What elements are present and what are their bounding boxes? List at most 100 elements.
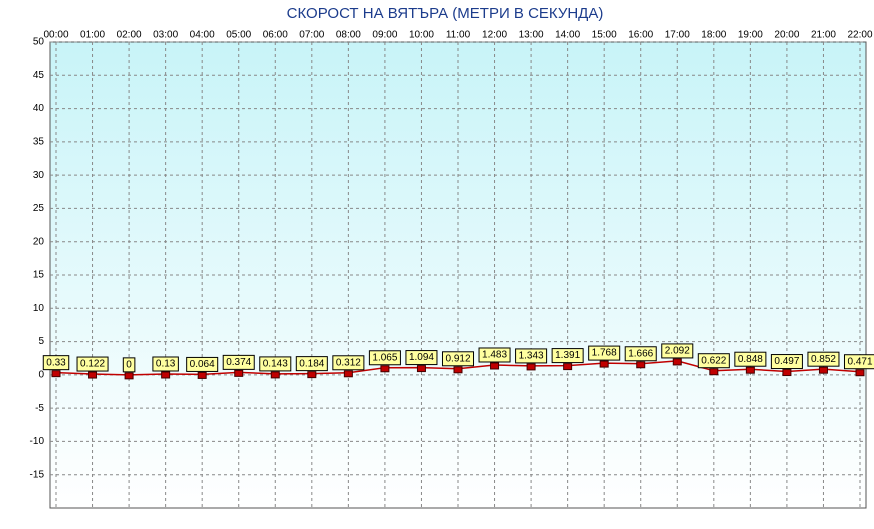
y-tick-label: 45 — [33, 70, 45, 81]
data-label: 0.312 — [336, 357, 361, 368]
data-label: 0.122 — [80, 359, 105, 370]
data-label-box — [441, 351, 475, 367]
data-label: 0.143 — [263, 359, 288, 370]
data-label-box — [588, 345, 621, 361]
point-marker — [782, 369, 792, 377]
data-label: 0.497 — [774, 356, 799, 367]
x-tick-label: 17:00 — [665, 30, 690, 41]
x-tick-label: 07:00 — [299, 30, 324, 41]
y-tick-label: 50 — [33, 37, 45, 48]
point-marker — [526, 363, 536, 371]
data-label-box — [76, 356, 109, 372]
point-marker — [709, 368, 719, 376]
y-tick-label: 0 — [38, 369, 44, 380]
data-label: 0.471 — [847, 356, 872, 367]
data-label-box — [770, 354, 803, 370]
data-label: 1.343 — [519, 351, 544, 362]
x-tick-label: 05:00 — [226, 30, 251, 41]
x-tick-label: 13:00 — [519, 30, 544, 41]
point-marker — [343, 370, 353, 378]
x-tick-label: 01:00 — [80, 30, 105, 41]
x-tick-label: 09:00 — [372, 30, 397, 41]
data-label: 1.391 — [555, 350, 580, 361]
point-marker — [636, 361, 646, 369]
x-tick-label: 03:00 — [153, 30, 178, 41]
data-label-box — [661, 343, 694, 359]
x-tick-label: 16:00 — [628, 30, 653, 41]
point-marker — [453, 366, 463, 374]
y-tick-label: 40 — [33, 103, 45, 114]
data-label-box — [186, 356, 219, 372]
data-label: 0.064 — [190, 359, 215, 370]
data-label: 0.13 — [156, 359, 176, 370]
data-label-box — [807, 351, 840, 367]
x-tick-label: 10:00 — [409, 30, 434, 41]
data-label-box — [152, 356, 179, 372]
y-tick-label: 10 — [33, 303, 45, 314]
y-tick-label: -5 — [35, 403, 44, 414]
point-marker — [197, 371, 207, 379]
point-marker — [855, 369, 865, 377]
x-tick-label: 12:00 — [482, 30, 507, 41]
data-label-box — [42, 355, 70, 371]
point-marker — [818, 366, 828, 374]
y-tick-label: 20 — [33, 236, 45, 247]
x-tick-label: 21:00 — [811, 30, 836, 41]
data-label: 1.666 — [628, 348, 653, 359]
point-marker — [307, 371, 317, 379]
point-marker — [563, 363, 573, 371]
x-tick-label: 02:00 — [117, 30, 142, 41]
data-label: 0.848 — [738, 354, 763, 365]
point-marker — [380, 365, 390, 373]
point-marker — [270, 371, 280, 379]
data-label-box — [515, 348, 548, 364]
data-label-box — [843, 354, 874, 370]
x-tick-label: 06:00 — [263, 30, 288, 41]
x-tick-label: 04:00 — [190, 30, 215, 41]
data-label-box — [734, 351, 767, 367]
x-tick-label: 00:00 — [43, 30, 68, 41]
data-label-box — [368, 350, 401, 366]
data-label-box — [551, 348, 584, 364]
y-tick-label: 30 — [33, 170, 45, 181]
y-tick-label: 15 — [33, 270, 45, 281]
x-tick-label: 20:00 — [774, 30, 799, 41]
data-label: 2.092 — [665, 346, 690, 357]
data-label: 0.912 — [445, 353, 470, 364]
point-marker — [161, 371, 171, 379]
point-marker — [51, 370, 61, 378]
y-tick-label: -15 — [30, 469, 45, 480]
point-marker — [416, 365, 426, 373]
x-tick-label: 19:00 — [738, 30, 763, 41]
point-marker — [745, 366, 755, 374]
y-tick-label: 5 — [38, 336, 44, 347]
data-label: 0.852 — [811, 354, 836, 365]
data-label-box — [624, 346, 657, 362]
y-tick-label: 35 — [33, 136, 45, 147]
x-tick-label: 14:00 — [555, 30, 580, 41]
data-label: 0.374 — [226, 357, 251, 368]
data-label-box — [697, 353, 730, 369]
x-tick-label: 15:00 — [592, 30, 617, 41]
data-label: 0.184 — [299, 358, 324, 369]
point-marker — [490, 362, 500, 370]
point-marker — [124, 372, 134, 380]
data-label: 0.33 — [46, 357, 66, 368]
data-label: 1.065 — [372, 352, 397, 363]
data-label-box — [295, 356, 328, 372]
x-tick-label: 11:00 — [446, 30, 471, 41]
point-marker — [234, 369, 244, 377]
y-tick-label: 25 — [33, 203, 45, 214]
chart-title: СКОРОСТ НА ВЯТЪРА (МЕТРИ В СЕКУНДА) — [287, 5, 604, 22]
data-label-box — [405, 350, 438, 366]
data-label-box — [122, 357, 136, 373]
data-label-box — [222, 354, 255, 370]
x-tick-label: 18:00 — [701, 30, 726, 41]
point-marker — [599, 360, 609, 368]
point-marker — [88, 371, 98, 379]
data-label: 0.622 — [701, 355, 726, 366]
data-label-box — [478, 347, 511, 363]
y-tick-label: -10 — [30, 436, 45, 447]
data-label: 0 — [126, 359, 132, 370]
